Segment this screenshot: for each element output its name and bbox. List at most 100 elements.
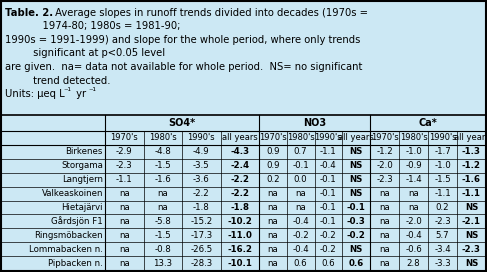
Text: -3.3: -3.3 bbox=[434, 259, 451, 268]
Text: -1.5: -1.5 bbox=[154, 161, 171, 170]
Text: -0.6: -0.6 bbox=[405, 245, 422, 254]
Text: -2.2: -2.2 bbox=[193, 189, 209, 198]
Text: na: na bbox=[119, 203, 130, 212]
Text: na: na bbox=[295, 189, 306, 198]
Text: -17.3: -17.3 bbox=[190, 231, 212, 240]
Text: 0.9: 0.9 bbox=[266, 147, 280, 156]
Text: Storgama: Storgama bbox=[61, 161, 103, 170]
Text: na: na bbox=[379, 189, 390, 198]
Text: 1980's: 1980's bbox=[400, 134, 428, 143]
Text: -1.1: -1.1 bbox=[320, 147, 337, 156]
Text: -0.2: -0.2 bbox=[320, 231, 337, 240]
Text: all years: all years bbox=[453, 134, 487, 143]
Text: -2.2: -2.2 bbox=[230, 175, 249, 184]
Text: -1.3: -1.3 bbox=[462, 147, 481, 156]
Text: na: na bbox=[379, 203, 390, 212]
Text: NS: NS bbox=[350, 175, 363, 184]
Text: -2.3: -2.3 bbox=[116, 161, 132, 170]
Text: -4.3: -4.3 bbox=[230, 147, 249, 156]
Text: -0.8: -0.8 bbox=[154, 245, 171, 254]
Text: na: na bbox=[295, 203, 306, 212]
Text: -28.3: -28.3 bbox=[190, 259, 212, 268]
Text: NS: NS bbox=[465, 231, 478, 240]
Text: 0.9: 0.9 bbox=[266, 161, 280, 170]
Text: na: na bbox=[408, 189, 419, 198]
Text: na: na bbox=[267, 189, 278, 198]
Text: Units: μeq L: Units: μeq L bbox=[5, 89, 65, 99]
Text: -1.5: -1.5 bbox=[434, 175, 451, 184]
Text: -1.1: -1.1 bbox=[434, 189, 451, 198]
Text: are given.  na= data not available for whole period.  NS= no significant: are given. na= data not available for wh… bbox=[5, 62, 362, 72]
Text: trend detected.: trend detected. bbox=[5, 76, 111, 85]
Text: 0.2: 0.2 bbox=[436, 203, 450, 212]
Text: 1970's: 1970's bbox=[111, 134, 138, 143]
Text: -0.2: -0.2 bbox=[347, 231, 366, 240]
Text: -0.1: -0.1 bbox=[347, 203, 366, 212]
Text: -11.0: -11.0 bbox=[227, 231, 252, 240]
Text: na: na bbox=[157, 189, 168, 198]
Text: 0.6: 0.6 bbox=[349, 259, 364, 268]
Text: na: na bbox=[119, 217, 130, 226]
Text: Ca*: Ca* bbox=[419, 118, 437, 128]
Text: -1.2: -1.2 bbox=[462, 161, 481, 170]
Text: 1970's: 1970's bbox=[371, 134, 398, 143]
Text: -3.6: -3.6 bbox=[193, 175, 209, 184]
Text: -1.1: -1.1 bbox=[116, 175, 132, 184]
Text: ⁻¹: ⁻¹ bbox=[88, 87, 96, 96]
Text: -0.4: -0.4 bbox=[405, 231, 422, 240]
Text: NS: NS bbox=[350, 189, 363, 198]
Text: 0.6: 0.6 bbox=[294, 259, 307, 268]
Text: 0.6: 0.6 bbox=[321, 259, 335, 268]
Text: -2.3: -2.3 bbox=[462, 245, 481, 254]
Text: Hietajärvi: Hietajärvi bbox=[61, 203, 103, 212]
Text: Lommabacken n.: Lommabacken n. bbox=[29, 245, 103, 254]
Text: -0.1: -0.1 bbox=[320, 217, 337, 226]
Text: na: na bbox=[379, 245, 390, 254]
Text: -2.9: -2.9 bbox=[116, 147, 132, 156]
Text: na: na bbox=[267, 245, 278, 254]
Text: 1990's: 1990's bbox=[187, 134, 215, 143]
Text: ⁻¹: ⁻¹ bbox=[63, 87, 71, 96]
Text: -2.0: -2.0 bbox=[376, 161, 393, 170]
Text: na: na bbox=[379, 217, 390, 226]
Text: na: na bbox=[267, 259, 278, 268]
Text: 1990's: 1990's bbox=[429, 134, 456, 143]
Text: na: na bbox=[119, 245, 130, 254]
Text: Table. 2.: Table. 2. bbox=[5, 8, 53, 18]
Text: -0.3: -0.3 bbox=[347, 217, 366, 226]
Text: -0.4: -0.4 bbox=[292, 245, 309, 254]
Text: NS: NS bbox=[465, 203, 478, 212]
Text: Pipbacken n.: Pipbacken n. bbox=[48, 259, 103, 268]
Text: -1.4: -1.4 bbox=[405, 175, 422, 184]
Text: 13.3: 13.3 bbox=[153, 259, 172, 268]
Text: na: na bbox=[379, 259, 390, 268]
Text: -1.8: -1.8 bbox=[230, 203, 249, 212]
Text: -3.5: -3.5 bbox=[193, 161, 209, 170]
Text: -0.1: -0.1 bbox=[292, 161, 309, 170]
Text: yr: yr bbox=[73, 89, 86, 99]
Text: Valkeaskoinen: Valkeaskoinen bbox=[41, 189, 103, 198]
Text: -1.0: -1.0 bbox=[434, 161, 451, 170]
Text: all years: all years bbox=[338, 134, 374, 143]
Text: na: na bbox=[119, 231, 130, 240]
Text: -2.4: -2.4 bbox=[230, 161, 249, 170]
Text: -1.2: -1.2 bbox=[376, 147, 393, 156]
Text: Langtjern: Langtjern bbox=[62, 175, 103, 184]
Text: -1.8: -1.8 bbox=[193, 203, 209, 212]
Text: 1990's: 1990's bbox=[315, 134, 342, 143]
Text: -26.5: -26.5 bbox=[190, 245, 212, 254]
Text: -0.1: -0.1 bbox=[320, 175, 337, 184]
Text: na: na bbox=[157, 203, 168, 212]
Text: -0.2: -0.2 bbox=[292, 231, 309, 240]
Text: 1980's: 1980's bbox=[149, 134, 177, 143]
Text: significant at p<0.05 level: significant at p<0.05 level bbox=[5, 48, 165, 58]
Text: NS: NS bbox=[465, 259, 478, 268]
Text: Average slopes in runoff trends divided into decades (1970s =: Average slopes in runoff trends divided … bbox=[52, 8, 368, 18]
Text: na: na bbox=[119, 189, 130, 198]
Text: -15.2: -15.2 bbox=[190, 217, 212, 226]
Text: Birkenes: Birkenes bbox=[66, 147, 103, 156]
Text: -0.1: -0.1 bbox=[320, 189, 337, 198]
Text: -1.7: -1.7 bbox=[434, 147, 451, 156]
Text: -1.6: -1.6 bbox=[154, 175, 171, 184]
Text: -3.4: -3.4 bbox=[434, 245, 451, 254]
